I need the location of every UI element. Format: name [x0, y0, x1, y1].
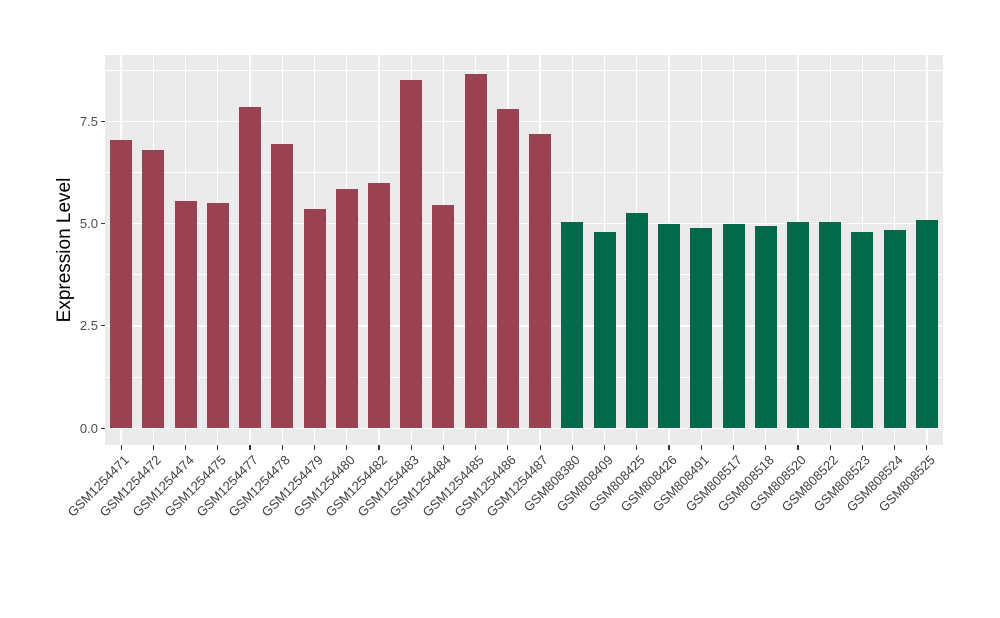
y-axis-title: Expression Level — [54, 177, 75, 323]
x-axis-tick — [507, 445, 509, 450]
bar — [206, 203, 229, 429]
plot-panel — [105, 55, 943, 445]
y-axis-tick — [100, 427, 105, 429]
gridline-horizontal-major — [105, 120, 943, 122]
bar — [464, 74, 487, 429]
x-axis-tick — [152, 445, 154, 450]
x-axis-tick — [700, 445, 702, 450]
x-axis-tick — [765, 445, 767, 450]
bar — [110, 139, 133, 429]
x-axis-tick — [668, 445, 670, 450]
bar — [754, 225, 777, 429]
x-axis-tick — [539, 445, 541, 450]
expression-level-bar-chart: Expression Level 0.0 2.5 5.0 7.5 GSM1254471 G… — [54, 55, 943, 520]
x-axis-tick — [475, 445, 477, 450]
y-axis-tick — [100, 223, 105, 225]
bar — [561, 221, 584, 429]
x-axis-tick — [829, 445, 831, 450]
y-axis-tick — [100, 120, 105, 122]
x-axis-tick — [378, 445, 380, 450]
x-axis-tick — [249, 445, 251, 450]
bar — [496, 109, 519, 429]
gridline-horizontal-major — [105, 325, 943, 327]
gridline-horizontal-minor — [105, 376, 943, 378]
y-tick-label: 5.0 — [79, 216, 98, 232]
x-axis-tick — [281, 445, 283, 450]
gridline-horizontal-minor — [105, 274, 943, 276]
y-tick-label: 2.5 — [79, 318, 98, 334]
x-axis-tick — [120, 445, 122, 450]
x-axis-tick — [926, 445, 928, 450]
gridline-horizontal-minor — [105, 69, 943, 71]
bar — [658, 223, 680, 429]
x-axis-tick — [442, 445, 444, 450]
x-axis-tick — [732, 445, 735, 450]
bar — [239, 107, 261, 429]
x-axis-tick — [346, 445, 348, 450]
bar — [400, 80, 423, 429]
gridline-horizontal-major — [105, 427, 943, 429]
bar — [335, 188, 358, 429]
x-axis-tick — [217, 445, 219, 450]
bar — [722, 223, 745, 429]
x-axis-tick — [797, 445, 799, 450]
y-tick-label: 7.5 — [79, 113, 98, 129]
bar — [432, 205, 455, 429]
x-axis-tick — [571, 445, 573, 450]
bar — [819, 221, 842, 429]
bar — [787, 221, 809, 429]
x-axis-tick — [185, 445, 187, 450]
y-tick-label: 0.0 — [79, 420, 98, 436]
x-axis-tick — [604, 445, 606, 450]
bar — [883, 229, 906, 429]
bar — [690, 227, 713, 429]
bar — [593, 231, 616, 429]
x-axis-tick — [410, 445, 412, 450]
x-axis-tick — [636, 445, 638, 450]
y-axis-tick — [100, 325, 105, 327]
bar — [142, 149, 165, 429]
x-axis-tick — [894, 445, 896, 450]
gridline-horizontal-major — [105, 222, 943, 225]
bar — [625, 213, 648, 429]
bar — [529, 133, 552, 429]
bar — [915, 219, 938, 429]
bar — [851, 231, 874, 429]
bar — [174, 201, 197, 429]
bar — [303, 209, 326, 429]
gridline-horizontal-minor — [105, 172, 943, 173]
bar — [271, 143, 294, 429]
x-axis-tick — [861, 445, 863, 450]
x-axis-tick — [313, 445, 316, 450]
bar — [368, 182, 390, 429]
